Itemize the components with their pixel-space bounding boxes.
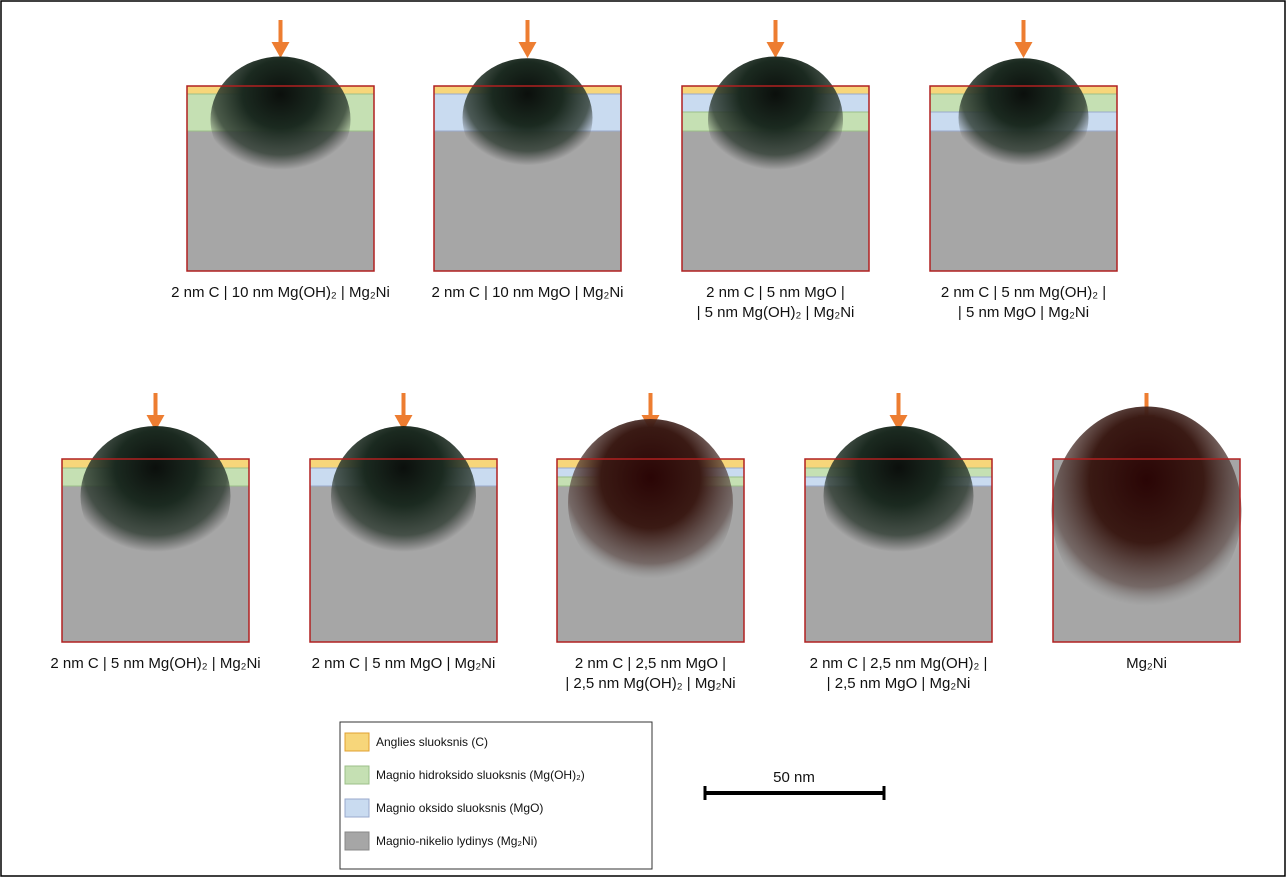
impact-cloud xyxy=(959,58,1089,177)
arrow-head xyxy=(272,42,290,58)
panel-label: | 2,5 nm Mg(OH)₂ | Mg₂Ni xyxy=(565,675,735,692)
panel-label: 2 nm C | 5 nm Mg(OH)₂ | xyxy=(941,284,1106,301)
scale-bar-label: 50 nm xyxy=(773,769,815,786)
impact-cloud xyxy=(568,419,733,587)
panel-label: Mg₂Ni xyxy=(1126,655,1167,672)
impact-cloud xyxy=(331,426,476,566)
legend-label: Anglies sluoksnis (C) xyxy=(376,735,488,749)
figure: 50 nm 2 nm C | 10 nm Mg(OH)₂ | Mg₂Ni 2 nm… xyxy=(0,0,1286,877)
impact-cloud xyxy=(1052,407,1242,617)
impact-cloud xyxy=(463,58,593,177)
legend-label: Magnio hidroksido sluoksnis (Mg(OH)₂) xyxy=(376,768,585,782)
panel-label: 2 nm C | 2,5 nm Mg(OH)₂ | xyxy=(810,655,988,672)
panel-label: 2 nm C | 2,5 nm MgO | xyxy=(575,655,726,672)
panel-label: 2 nm C | 5 nm Mg(OH)₂ | Mg₂Ni xyxy=(50,655,260,672)
arrow-head xyxy=(519,42,537,58)
panel-label: 2 nm C | 5 nm MgO | Mg₂Ni xyxy=(312,655,496,672)
impact-cloud xyxy=(708,57,843,183)
legend-swatch xyxy=(345,733,369,751)
panel-label: | 2,5 nm MgO | Mg₂Ni xyxy=(827,675,971,692)
panel-label: 2 nm C | 10 nm MgO | Mg₂Ni xyxy=(432,284,624,301)
legend-label: Magnio-nikelio lydinys (Mg₂Ni) xyxy=(376,834,537,848)
arrow-head xyxy=(767,42,785,58)
arrow-head xyxy=(1015,42,1033,58)
impact-cloud xyxy=(211,57,351,183)
legend-label: Magnio oksido sluoksnis (MgO) xyxy=(376,801,543,815)
impact-cloud xyxy=(824,426,974,566)
legend-swatch xyxy=(345,832,369,850)
legend-swatch xyxy=(345,766,369,784)
panel-label: | 5 nm MgO | Mg₂Ni xyxy=(958,304,1089,321)
diagram: 50 nm 2 nm C | 10 nm Mg(OH)₂ | Mg₂Ni 2 nm… xyxy=(0,0,1286,877)
panel-label: 2 nm C | 10 nm Mg(OH)₂ | Mg₂Ni xyxy=(171,284,390,301)
impact-cloud xyxy=(81,426,231,566)
panel-label: | 5 nm Mg(OH)₂ | Mg₂Ni xyxy=(697,304,855,321)
legend-swatch xyxy=(345,799,369,817)
panel-label: 2 nm C | 5 nm MgO | xyxy=(706,284,845,301)
